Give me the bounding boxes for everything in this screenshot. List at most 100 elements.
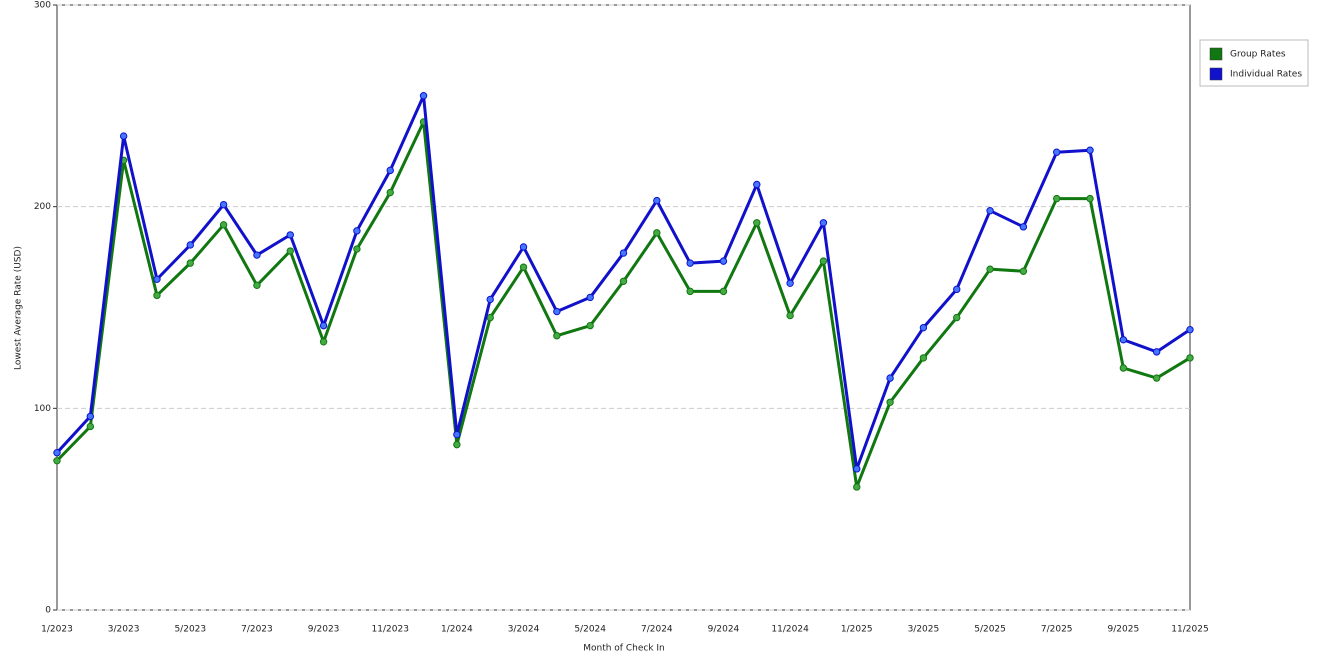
point xyxy=(219,200,228,209)
y-tick-label: 100 xyxy=(34,404,51,414)
point xyxy=(286,247,294,255)
point xyxy=(1119,336,1128,344)
point xyxy=(386,188,394,197)
legend-swatch xyxy=(1209,47,1223,61)
x-tick-label: 1/2025 xyxy=(841,625,873,635)
point xyxy=(1119,364,1128,372)
point xyxy=(1186,354,1194,362)
point xyxy=(253,251,261,259)
point xyxy=(853,465,861,473)
y-tick-label: 200 xyxy=(34,202,51,212)
point xyxy=(886,374,894,382)
point xyxy=(786,311,794,320)
x-tick-label: 7/2024 xyxy=(641,625,673,635)
point xyxy=(419,92,428,100)
point xyxy=(719,257,728,265)
point xyxy=(319,321,328,330)
point xyxy=(153,291,161,300)
series-line xyxy=(55,120,1191,489)
x-tick-label: 11/2025 xyxy=(1171,625,1208,635)
point xyxy=(919,323,928,332)
point xyxy=(586,293,594,302)
legend-label: Individual Rates xyxy=(1230,70,1302,80)
point xyxy=(1152,374,1161,382)
point xyxy=(653,196,661,205)
point xyxy=(253,281,261,290)
point xyxy=(319,338,328,346)
point xyxy=(186,259,194,267)
point xyxy=(353,245,361,253)
x-tick-label: 7/2023 xyxy=(241,625,273,635)
point xyxy=(353,227,361,235)
point xyxy=(186,241,194,249)
x-tick-label: 1/2023 xyxy=(41,625,73,635)
x-tick-label: 3/2024 xyxy=(508,625,540,635)
point xyxy=(53,457,61,465)
point xyxy=(819,257,828,265)
point xyxy=(1019,223,1028,231)
x-tick-label: 5/2025 xyxy=(974,625,1006,635)
point xyxy=(86,412,95,421)
x-tick-label: 1/2024 xyxy=(441,625,473,635)
point xyxy=(1053,148,1061,156)
point xyxy=(519,263,528,271)
x-tick-label: 11/2023 xyxy=(372,625,409,635)
point xyxy=(586,321,594,330)
point xyxy=(753,180,761,189)
point xyxy=(953,313,961,322)
point xyxy=(953,285,961,294)
point xyxy=(753,219,761,227)
point xyxy=(619,249,628,257)
x-tick-label: 9/2024 xyxy=(708,625,740,635)
point xyxy=(786,279,794,287)
point xyxy=(286,231,294,239)
point xyxy=(519,243,528,251)
x-tick-label: 11/2024 xyxy=(771,625,809,635)
x-tick-label: 9/2023 xyxy=(308,625,340,635)
point xyxy=(686,259,694,267)
point xyxy=(1053,194,1061,203)
x-tick-label: 9/2025 xyxy=(1108,625,1140,635)
point xyxy=(553,332,561,340)
point xyxy=(853,483,861,491)
point xyxy=(1186,325,1194,334)
point xyxy=(1019,267,1028,275)
x-tick-label: 3/2023 xyxy=(108,625,140,635)
point xyxy=(653,229,661,237)
x-tick-label: 5/2024 xyxy=(574,625,606,635)
point xyxy=(53,449,61,457)
point xyxy=(219,221,228,229)
point xyxy=(1086,194,1094,203)
point xyxy=(986,265,994,273)
point xyxy=(1152,348,1161,356)
y-axis-title: Lowest Average Rate (USD) xyxy=(14,246,24,370)
legend-swatch xyxy=(1209,67,1223,81)
x-tick-label: 3/2025 xyxy=(908,625,940,635)
point xyxy=(986,207,994,215)
x-tick-label: 5/2023 xyxy=(174,625,206,635)
point xyxy=(553,307,561,316)
point xyxy=(119,132,128,140)
point xyxy=(153,275,161,283)
x-axis-title: Month of Check In xyxy=(583,644,665,654)
y-tick-label: 0 xyxy=(45,606,51,616)
point xyxy=(686,287,694,296)
point xyxy=(453,430,461,439)
point xyxy=(386,166,394,175)
point xyxy=(919,354,928,362)
point xyxy=(486,295,494,304)
point xyxy=(1086,146,1094,154)
legend-label: Group Rates xyxy=(1230,50,1286,60)
point xyxy=(86,422,95,431)
plot-frame xyxy=(56,4,1191,611)
point xyxy=(453,440,461,449)
point xyxy=(886,398,894,406)
point xyxy=(619,277,628,285)
point xyxy=(486,313,494,322)
point xyxy=(719,287,728,296)
point xyxy=(819,219,828,227)
y-tick-label: 300 xyxy=(34,1,51,11)
x-tick-label: 7/2025 xyxy=(1041,625,1073,635)
